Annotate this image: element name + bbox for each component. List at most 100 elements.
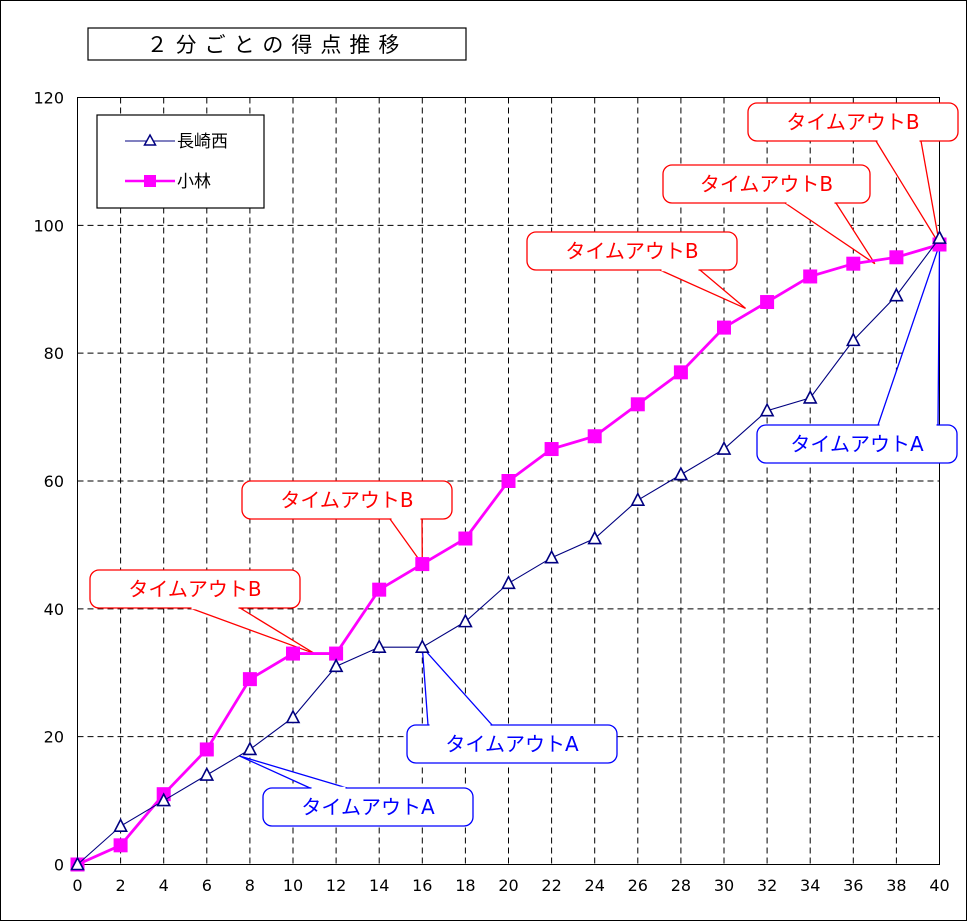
callout-box <box>262 787 474 827</box>
x-tick-label: 34 <box>800 876 820 895</box>
data-point-square <box>329 646 344 661</box>
callout-text: タイムアウトB <box>565 239 698 263</box>
callout-box <box>747 102 959 142</box>
y-tick-label: 120 <box>33 89 64 108</box>
x-tick-label: 12 <box>326 876 346 895</box>
x-tick-label: 26 <box>628 876 648 895</box>
data-point-square <box>760 295 775 310</box>
data-point-square <box>501 474 516 488</box>
data-point-triangle <box>932 229 947 244</box>
data-point-triangle <box>414 638 430 653</box>
x-tick-label: 4 <box>159 876 169 895</box>
x-tick-label: 40 <box>929 876 949 895</box>
chart-title: ２分ごとの得点推移 <box>147 33 408 57</box>
callout: タイムアウトB <box>662 164 871 205</box>
data-point-square <box>587 429 602 444</box>
data-point-triangle <box>70 856 85 871</box>
data-point-square <box>717 320 731 335</box>
callout: タイムアウトB <box>747 102 959 143</box>
series-nagasakinishi <box>70 229 947 871</box>
y-tick-label: 20 <box>44 728 64 747</box>
data-point-square <box>889 250 904 265</box>
data-point-triangle <box>458 613 473 628</box>
data-point-square <box>458 531 473 546</box>
data-point-triangle <box>285 709 301 724</box>
x-tick-label: 0 <box>72 876 82 895</box>
x-tick-label: 18 <box>455 876 475 895</box>
y-tick-label: 0 <box>54 856 64 875</box>
callout-text: タイムアウトB <box>128 577 261 601</box>
x-tick-label: 38 <box>886 876 906 895</box>
y-tick-label: 100 <box>33 216 64 235</box>
callout-text: タイムアウトA <box>301 795 435 819</box>
data-point-triangle <box>113 817 128 832</box>
x-tick-label: 20 <box>498 876 518 895</box>
x-tick-label: 22 <box>541 876 561 895</box>
y-axis-tick-labels: 0 20 40 60 80 100 120 <box>33 89 64 875</box>
data-point-triangle <box>587 530 603 545</box>
annotation-callouts: タイムアウトB タイムアウトB タイムアウトB タイムアウトB タイムアウトB タイムアウ… <box>89 102 959 827</box>
x-tick-label: 14 <box>369 876 389 895</box>
callout-text: タイムアウトB <box>786 110 919 134</box>
x-tick-label: 24 <box>585 876 605 895</box>
x-tick-label: 16 <box>412 876 432 895</box>
y-tick-label: 40 <box>44 600 64 619</box>
callout: タイムアウトA <box>262 786 474 827</box>
data-point-triangle <box>716 440 732 455</box>
callout: タイムアウトA <box>756 423 958 464</box>
callout: タイムアウトB <box>89 569 301 610</box>
legend: 長崎西 小林 <box>96 114 265 209</box>
callout-box <box>756 424 958 464</box>
data-point-triangle <box>845 332 861 347</box>
data-point-triangle <box>156 792 172 807</box>
data-point-square <box>199 742 214 757</box>
data-point-triangle <box>544 549 559 564</box>
data-point-square <box>803 269 818 284</box>
callout: タイムアウトA <box>406 723 618 764</box>
legend-kobayashi-marker <box>144 175 156 187</box>
data-point-triangle <box>328 658 344 673</box>
data-point-square <box>113 838 128 853</box>
callout-text: タイムアウトB <box>280 488 413 512</box>
data-point-square <box>630 397 645 412</box>
annotation-leaders <box>189 140 941 789</box>
legend-nagasakinishi-marker <box>143 133 157 146</box>
data-point-square <box>372 582 387 597</box>
callout-box <box>662 164 871 204</box>
callout: タイムアウトB <box>241 480 453 521</box>
x-tick-label: 28 <box>671 876 691 895</box>
x-tick-label: 6 <box>202 876 212 895</box>
data-point-square <box>415 557 430 572</box>
x-tick-label: 2 <box>116 876 126 895</box>
data-point-triangle <box>759 402 775 417</box>
data-point-triangle <box>199 766 215 781</box>
legend-box <box>96 114 265 209</box>
x-axis-tick-labels: 0 2 4 6 8 10 12 14 16 18 20 22 24 26 28 30 32 34 36 38 40 <box>72 876 949 895</box>
legend-nagasakinishi-label: 長崎西 <box>177 132 228 152</box>
x-tick-label: 10 <box>283 876 303 895</box>
callout-box <box>241 480 453 520</box>
data-point-triangle <box>802 389 818 404</box>
callout-box <box>406 724 618 764</box>
callout-text: タイムアウトA <box>445 732 579 756</box>
data-point-square <box>242 672 257 687</box>
data-point-square <box>286 646 300 661</box>
y-tick-label: 60 <box>44 472 64 491</box>
data-point-square <box>846 256 861 271</box>
data-point-triangle <box>630 491 646 506</box>
data-point-square <box>544 442 559 457</box>
x-tick-label: 32 <box>757 876 777 895</box>
legend-kobayashi-label: 小林 <box>177 172 211 192</box>
data-point-square <box>673 365 688 380</box>
x-tick-label: 8 <box>245 876 255 895</box>
callout: タイムアウトB <box>526 231 738 272</box>
data-point-triangle <box>371 638 387 653</box>
y-tick-label: 80 <box>44 344 64 363</box>
callout-text: タイムアウトA <box>790 432 924 456</box>
series-kobayashi <box>70 237 947 872</box>
callout-box <box>526 231 738 271</box>
data-point-triangle <box>673 466 689 481</box>
x-tick-label: 36 <box>843 876 863 895</box>
data-point-triangle <box>889 287 904 302</box>
